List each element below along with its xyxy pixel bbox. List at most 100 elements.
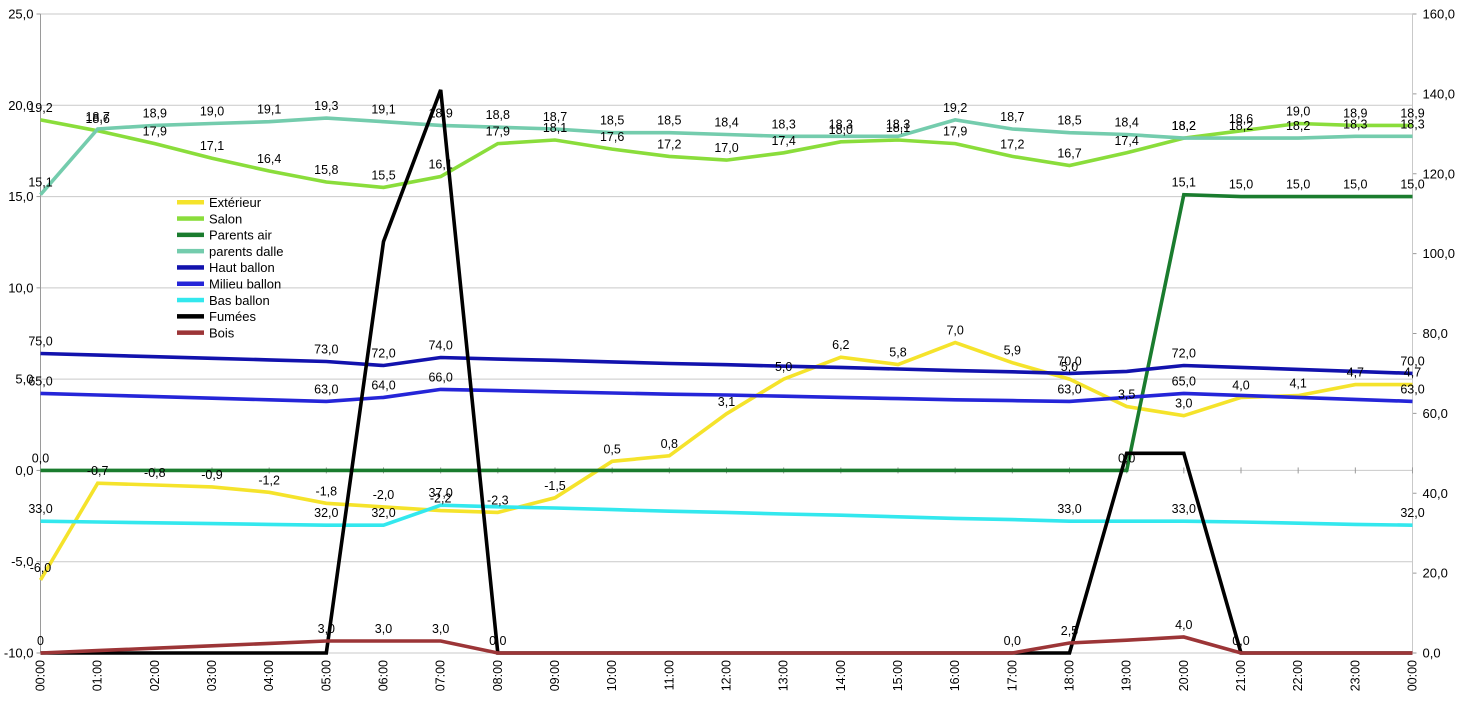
data-label: 4,1 [1289, 377, 1306, 391]
x-axis-label: 00:00 [1406, 660, 1420, 691]
data-label: 18,9 [143, 106, 167, 120]
data-label: -1,2 [258, 473, 280, 487]
right-axis-tick-label: 160,0 [1423, 7, 1456, 22]
data-label: 0,0 [489, 634, 506, 648]
legend-swatch [177, 330, 204, 335]
left-axis-tick-label: -10,0 [4, 646, 34, 661]
right-axis-tick-label: 120,0 [1423, 166, 1456, 181]
series-line-6 [40, 387, 1413, 404]
right-axis-tick-label: 0,0 [1423, 646, 1441, 661]
data-label: 3,0 [375, 622, 392, 636]
x-axis-label: 13:00 [777, 660, 791, 691]
data-label: 18,3 [829, 117, 853, 131]
data-label: 72,0 [1172, 346, 1196, 360]
data-label: 18,3 [886, 117, 910, 131]
legend-label: Parents air [209, 228, 273, 243]
data-label: 16,4 [257, 152, 281, 166]
data-label: 18,7 [543, 110, 567, 124]
data-label: 32,0 [314, 506, 338, 520]
legend-item: parents dalle [177, 244, 283, 259]
x-axis-label: 16:00 [948, 660, 962, 691]
left-axis-tick-label: 15,0 [8, 189, 33, 204]
left-axis-tick-label: 20,0 [8, 98, 33, 113]
data-label: -2,2 [430, 492, 452, 506]
x-axis-label: 15:00 [891, 660, 905, 691]
x-axis-label: 06:00 [377, 660, 391, 691]
legend-label: Bois [209, 325, 235, 340]
legend-swatch [177, 281, 204, 286]
data-label: 0,0 [1232, 634, 1249, 648]
data-label: 3,0 [318, 622, 335, 636]
data-label: -0,9 [201, 468, 223, 482]
data-label: -6,0 [30, 561, 52, 575]
data-label: 15,0 [1229, 178, 1253, 192]
x-axis-label: 12:00 [720, 660, 734, 691]
data-label: 37,0 [428, 486, 452, 500]
data-label: 0,8 [661, 437, 678, 451]
right-axis-tick-label: 20,0 [1423, 566, 1448, 581]
data-label: 18,9 [428, 106, 452, 120]
x-axis-label: 19:00 [1120, 660, 1134, 691]
data-label: 17,0 [714, 141, 738, 155]
data-label: 70,0 [1400, 354, 1424, 368]
data-label: 17,4 [1114, 134, 1138, 148]
data-label: 3,0 [432, 622, 449, 636]
data-label: 73,0 [314, 342, 338, 356]
data-label: 18,4 [714, 115, 738, 129]
legend-swatch [177, 265, 204, 270]
data-label: 7,0 [946, 324, 963, 338]
data-label: 0 [37, 634, 44, 648]
data-label: 15,1 [28, 176, 52, 190]
data-label: 18,5 [1057, 114, 1081, 128]
data-label: 5,8 [889, 346, 906, 360]
data-label: 70,0 [1057, 354, 1081, 368]
x-axis-label: 22:00 [1291, 660, 1305, 691]
data-label: 63,0 [1057, 382, 1081, 396]
legend-label: Bas ballon [209, 293, 270, 308]
data-label: 19,2 [943, 101, 967, 115]
data-label: 18,1 [543, 121, 567, 135]
data-label: 18,7 [85, 110, 109, 124]
legend-label: Fumées [209, 309, 256, 324]
data-label: 18,7 [1000, 110, 1024, 124]
data-label: 15,0 [1400, 178, 1424, 192]
data-label: 18,1 [886, 121, 910, 135]
right-axis-tick-label: 60,0 [1423, 406, 1448, 421]
data-label: 4,7 [1404, 366, 1421, 380]
data-label: 18,2 [1229, 119, 1253, 133]
legend-item: Bas ballon [177, 293, 270, 308]
data-label: -2,0 [373, 488, 395, 502]
x-axis-label: 21:00 [1234, 660, 1248, 691]
data-label: 18,2 [1172, 119, 1196, 133]
data-label: 18,0 [829, 123, 853, 137]
legend-swatch [177, 297, 204, 303]
data-label: -2,3 [487, 493, 509, 507]
data-label: 65,0 [28, 374, 52, 388]
left-axis-tick-label: 5,0 [15, 372, 33, 387]
data-label: 32,0 [371, 506, 395, 520]
series-line-5 [40, 351, 1413, 376]
data-label: 17,2 [657, 137, 681, 151]
data-label: 74,0 [428, 338, 452, 352]
data-label: 18,5 [600, 114, 624, 128]
data-label: 15,5 [371, 168, 395, 182]
data-label: -0,7 [87, 464, 109, 478]
data-label: 19,1 [257, 103, 281, 117]
x-axis-label: 18:00 [1063, 660, 1077, 691]
legend-swatch [177, 216, 204, 221]
left-axis-tick-label: 0,0 [15, 463, 33, 478]
data-label: 19,3 [314, 99, 338, 113]
x-axis-label: 10:00 [605, 660, 619, 691]
legend-item: Milieu ballon [177, 277, 281, 292]
data-label: 33,0 [28, 502, 52, 516]
data-label: 5,0 [1061, 360, 1078, 374]
data-label: 4,7 [1347, 366, 1364, 380]
legend-item: Haut ballon [177, 260, 275, 275]
data-label: -0,8 [144, 466, 166, 480]
data-label: 15,1 [1172, 176, 1196, 190]
x-axis-label: 05:00 [319, 660, 333, 691]
series-line-8 [40, 89, 1413, 655]
data-label: 18,9 [1400, 106, 1424, 120]
